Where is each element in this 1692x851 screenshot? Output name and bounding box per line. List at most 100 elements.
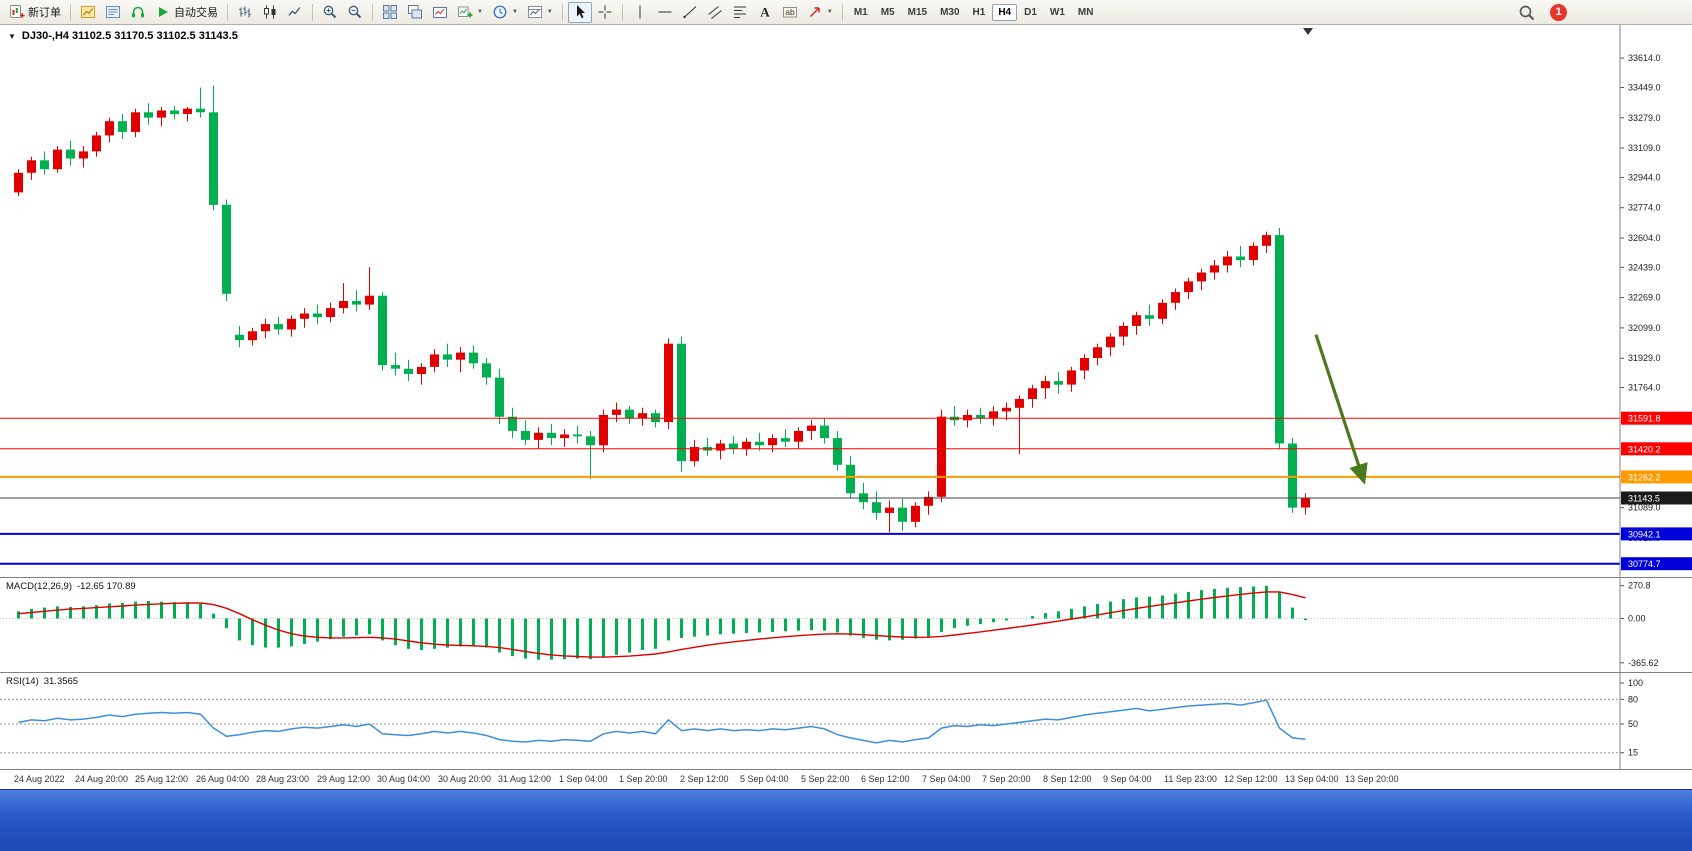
price-level-line[interactable]: 30942.1 [0,527,1692,541]
time-label: 2 Sep 12:00 [680,774,729,784]
price-plot[interactable]: 33614.0 33449.0 33279.0 33109.0 32944.0 32774… [0,25,1692,577]
candle [937,416,946,497]
svg-text:33279.0: 33279.0 [1628,113,1661,123]
template-icon [527,4,543,20]
svg-text:31764.0: 31764.0 [1628,383,1661,393]
candle [79,151,88,159]
rsi-plot[interactable]: 100 80 50 15 [0,673,1692,769]
candlestick-chart-button[interactable] [258,2,282,23]
candle [131,112,140,132]
arrows-button[interactable]: ▼ [803,2,837,23]
trendline-button[interactable] [678,2,702,23]
fibonacci-button[interactable] [728,2,752,23]
candle [729,443,738,449]
candle [1002,407,1011,412]
cursor-icon [572,4,588,20]
svg-text:33109.0: 33109.0 [1628,143,1661,153]
candle [391,365,400,369]
svg-text:32944.0: 32944.0 [1628,172,1661,182]
candle [157,110,166,118]
cursor-button[interactable] [567,1,592,23]
time-label: 25 Aug 12:00 [135,774,189,784]
svg-text:31089.0: 31089.0 [1628,503,1661,513]
candle [92,135,101,152]
notification-badge[interactable]: 1 [1550,3,1567,21]
timeframe-m1[interactable]: M1 [853,6,868,18]
arrange-windows-button[interactable] [403,2,427,23]
search-button[interactable] [1514,2,1539,23]
chart-shift-marker-icon[interactable] [1303,28,1313,35]
new-order-button[interactable]: 新订单 [5,2,65,23]
crosshair-button[interactable] [593,2,617,23]
timeframe-h1[interactable]: H1 [972,6,986,18]
candle [417,366,426,374]
support-button[interactable] [126,2,150,23]
channel-icon [707,4,723,20]
rsi-values: 31.3565 [43,676,79,687]
candle [261,324,270,332]
svg-text:31143.5: 31143.5 [1628,494,1660,504]
zoom-out-button[interactable] [343,2,367,23]
timeframe-m5[interactable]: M5 [880,6,895,18]
text-label-button[interactable]: ab [778,2,802,23]
candle [183,108,192,114]
timeframe-d1[interactable]: D1 [1024,6,1037,18]
candle [27,160,36,173]
one-click-trading-arrow-icon[interactable]: ▼ [8,31,16,41]
candle [248,331,257,341]
price-level-line[interactable]: 31420.2 [0,442,1692,456]
candle [612,409,621,415]
time-label: 28 Aug 23:00 [256,774,310,784]
bar-chart-button[interactable] [233,2,257,23]
timeframe-m30[interactable]: M30 [940,6,960,18]
indicators-button[interactable]: ▼ [453,2,487,23]
line-chart-button[interactable] [283,2,307,23]
equidistant-channel-button[interactable] [703,2,727,23]
horizontal-line-button[interactable] [653,2,677,23]
time-axis[interactable]: 24 Aug 2022 24 Aug 20:00 25 Aug 12:00 26 Au… [0,769,1692,789]
tile-windows-button[interactable] [378,2,402,23]
windows-taskbar[interactable] [0,789,1692,851]
candle [1210,265,1219,273]
auto-trading-button[interactable]: 自动交易 [151,2,222,23]
time-label: 30 Aug 20:00 [438,774,492,784]
toolbar-separator [312,3,313,21]
candle [1119,325,1128,337]
timeframe-w1[interactable]: W1 [1049,6,1065,18]
candle [742,441,751,449]
timeframe-h4[interactable]: H4 [992,3,1018,21]
candle [300,313,309,319]
profiles-icon [105,4,121,20]
toolbar-separator [841,3,843,21]
candle [1145,315,1154,319]
zoom-in-button[interactable] [318,2,342,23]
periods-button[interactable]: ▼ [488,2,522,23]
svg-text:ab: ab [785,7,795,17]
macd-plot[interactable]: 270.8 0.00 -365.62 [0,578,1692,672]
svg-text:50: 50 [1628,719,1638,729]
templates-button[interactable]: ▼ [523,2,557,23]
charts-button[interactable] [76,2,100,23]
profiles-button[interactable] [101,2,125,23]
candle [872,502,881,513]
svg-text:32269.0: 32269.0 [1628,293,1661,303]
candle [1041,381,1050,389]
rsi-name: RSI(14) [6,676,39,687]
trendline-icon [682,4,698,20]
svg-text:A: A [760,5,770,20]
candle [274,324,283,330]
price-level-line[interactable]: 30774.7 [0,557,1692,571]
candle [976,415,985,419]
timeframe-mn[interactable]: MN [1077,6,1094,18]
price-level-line[interactable]: 31143.5 [0,491,1692,505]
time-label: 26 Aug 04:00 [196,774,250,784]
price-level-line[interactable]: 31591.8 [0,411,1692,425]
svg-text:80: 80 [1628,694,1638,704]
trend-arrow-annotation[interactable] [1314,334,1368,485]
rsi-pane: 100 80 50 15 RSI(14) 31.3565 [0,672,1692,769]
timeframe-m15[interactable]: M15 [907,6,928,18]
vertical-line-button[interactable] [628,2,652,23]
text-button[interactable]: A [753,2,777,23]
candle [664,343,673,422]
cascade-windows-button[interactable] [428,2,452,23]
